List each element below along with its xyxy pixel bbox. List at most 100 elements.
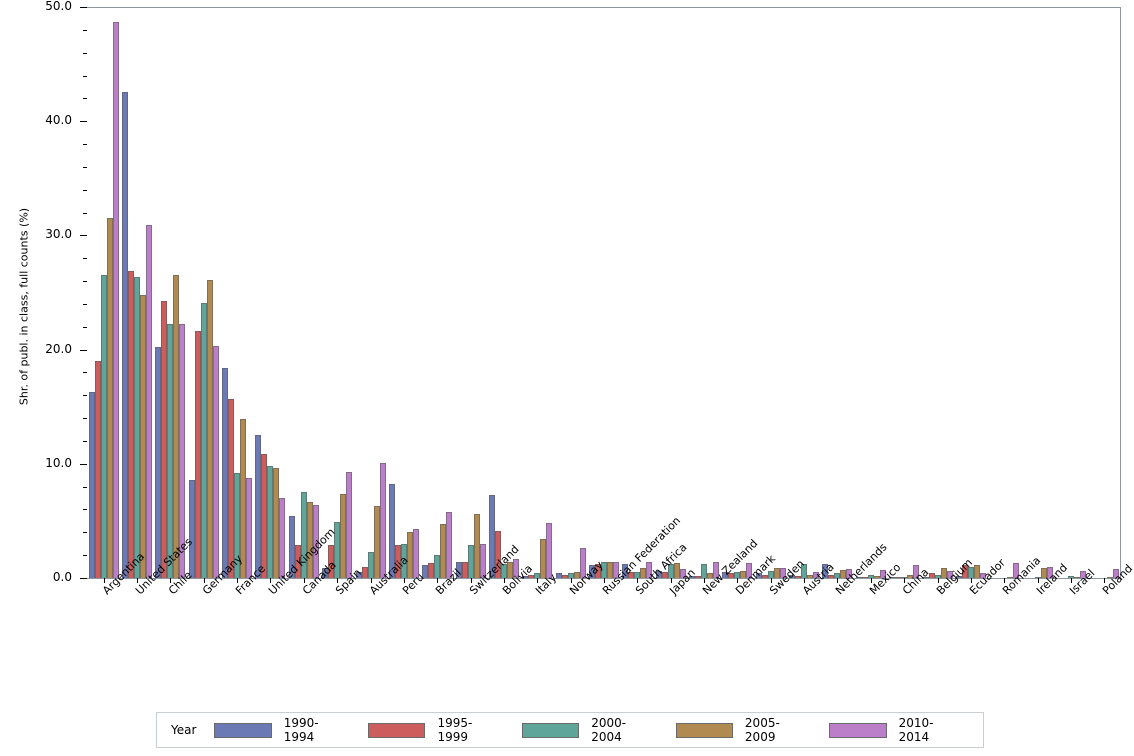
bar [546, 523, 553, 578]
bar [913, 565, 920, 578]
bar [328, 544, 335, 578]
bar [134, 276, 141, 578]
x-tick [537, 578, 539, 583]
x-tick [937, 578, 939, 583]
y-tick-minor [83, 144, 87, 146]
bar [173, 275, 180, 578]
bar [595, 564, 601, 578]
bar [106, 218, 113, 578]
x-tick [470, 578, 472, 583]
bar [622, 564, 629, 578]
legend-item[interactable]: 1990-1994 [214, 716, 344, 744]
bar [112, 21, 119, 578]
legend-item[interactable]: 1995-1999 [368, 716, 498, 744]
y-tick-minor [83, 532, 87, 534]
y-tick-minor [83, 212, 87, 214]
chart-legend: Year 1990-1994 1995-1999 2000-2004 2005-200… [156, 712, 984, 748]
y-tick-minor [83, 486, 87, 488]
x-tick [637, 578, 639, 583]
bar [228, 398, 235, 578]
bar [828, 574, 835, 578]
bar [855, 576, 862, 578]
bar [707, 573, 714, 578]
y-tick-label: 0.0 [52, 570, 72, 584]
legend-swatch [368, 722, 426, 738]
bar [1040, 567, 1047, 578]
bar [140, 294, 147, 578]
bar [607, 562, 613, 578]
bar [273, 468, 280, 578]
bar [901, 576, 908, 578]
bar [167, 324, 174, 578]
bar [312, 504, 319, 578]
bar [634, 572, 641, 578]
legend-label: 1995-1999 [437, 716, 473, 744]
y-axis-title: Shr. of publ. in class, full counts (%) [17, 207, 31, 406]
bar [234, 472, 241, 578]
legend-item[interactable]: 2005-2009 [675, 716, 806, 744]
y-tick-minor [83, 509, 87, 511]
bar [540, 539, 547, 578]
bar [261, 453, 268, 578]
bar [340, 493, 347, 578]
y-tick-minor [83, 281, 87, 283]
bar [206, 279, 213, 578]
legend-item[interactable]: 2000-2004 [521, 716, 652, 744]
bar [422, 565, 429, 578]
bar [473, 514, 480, 578]
y-tick-minor [83, 258, 87, 260]
y-tick-minor [83, 418, 87, 420]
bar [255, 435, 262, 578]
bar [761, 574, 768, 578]
y-tick-minor [83, 372, 87, 374]
bar [488, 494, 495, 578]
x-tick [170, 578, 172, 583]
x-tick [337, 578, 339, 583]
legend-swatch [521, 722, 580, 738]
y-tick-minor [83, 440, 87, 442]
legend-title: Year [171, 723, 197, 737]
y-tick-label: 40.0 [45, 113, 72, 128]
legend-label: 2005-2009 [744, 716, 780, 744]
x-tick [737, 578, 739, 583]
bar [222, 367, 229, 578]
x-tick [970, 578, 972, 583]
x-tick [770, 578, 772, 583]
bar [194, 331, 201, 578]
bar [961, 565, 968, 578]
bar [388, 484, 395, 578]
bar [440, 524, 447, 578]
x-tick [570, 578, 572, 583]
bar [728, 573, 735, 578]
bar [767, 571, 774, 578]
bar [773, 567, 780, 578]
x-tick [604, 578, 605, 583]
legend-label: 1990-1994 [283, 716, 319, 744]
bar [534, 573, 541, 578]
bar [322, 567, 329, 578]
bar [922, 576, 929, 578]
bar [446, 511, 453, 578]
bar [128, 270, 135, 578]
y-tick-major [80, 463, 87, 465]
bar [1067, 575, 1074, 578]
bar [561, 574, 568, 578]
bar [212, 346, 219, 578]
x-tick [503, 578, 505, 583]
bar [434, 555, 441, 578]
bar [673, 563, 680, 578]
y-tick-minor [83, 29, 87, 31]
y-tick-major [80, 578, 87, 579]
bar [528, 574, 535, 578]
bar [946, 571, 953, 578]
bar [755, 573, 762, 578]
bar [500, 564, 507, 578]
x-tick [137, 578, 139, 583]
bar [1013, 563, 1020, 578]
x-tick [670, 578, 672, 583]
bar [294, 544, 301, 578]
bar [807, 574, 814, 578]
legend-item[interactable]: 2010-2014 [829, 716, 959, 744]
bar [928, 573, 935, 578]
bar [695, 575, 702, 578]
